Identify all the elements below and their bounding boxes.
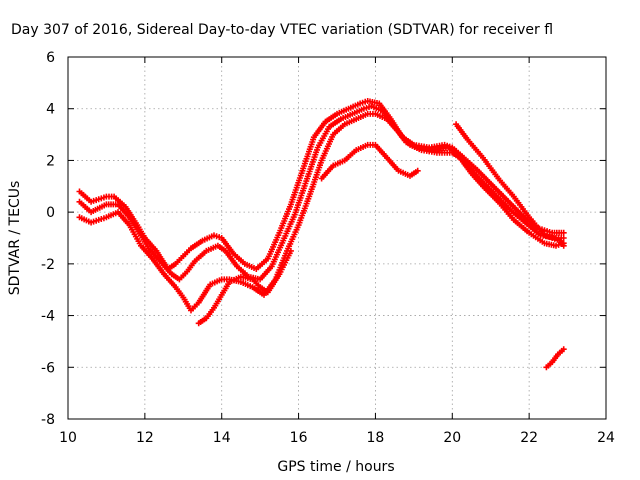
series-markers <box>76 103 567 283</box>
y-tick-label: 4 <box>46 102 55 118</box>
series-markers <box>543 346 567 371</box>
series-markers <box>318 141 421 182</box>
x-tick-label: 24 <box>597 430 615 446</box>
series-markers <box>195 247 294 327</box>
chart-title: Day 307 of 2016, Sidereal Day-to-day VTE… <box>11 22 553 38</box>
x-tick-label: 16 <box>290 430 308 446</box>
series-track-3 <box>76 110 567 314</box>
y-tick-label: -8 <box>41 412 55 428</box>
series-track-6 <box>453 121 567 249</box>
y-tick-label: 6 <box>46 50 55 66</box>
y-tick-label: -4 <box>41 309 55 325</box>
series-track-7 <box>543 346 567 371</box>
y-tick-labels: -8 -6 -4 -2 0 2 4 6 <box>41 50 55 428</box>
x-axis-label: GPS time / hours <box>277 459 394 475</box>
x-tick-label: 22 <box>520 430 538 446</box>
plot-frame <box>67 56 607 420</box>
data-series <box>76 98 567 371</box>
series-markers <box>76 110 567 314</box>
x-tick-labels: 10 12 14 16 18 20 22 24 <box>59 430 615 446</box>
y-tick-label: -6 <box>41 360 55 376</box>
series-markers <box>453 121 567 249</box>
x-tick-label: 18 <box>367 430 385 446</box>
y-tick-label: 0 <box>46 205 55 221</box>
x-tick-label: 20 <box>443 430 461 446</box>
x-tick-label: 14 <box>213 430 231 446</box>
series-track-5 <box>318 141 421 182</box>
y-tick-label: 2 <box>46 153 55 169</box>
y-axis-label: SDTVAR / TECUs <box>7 181 23 296</box>
x-tick-label: 12 <box>136 430 154 446</box>
y-tick-label: -2 <box>41 257 55 273</box>
series-track-4 <box>195 247 294 327</box>
x-tick-label: 10 <box>59 430 77 446</box>
